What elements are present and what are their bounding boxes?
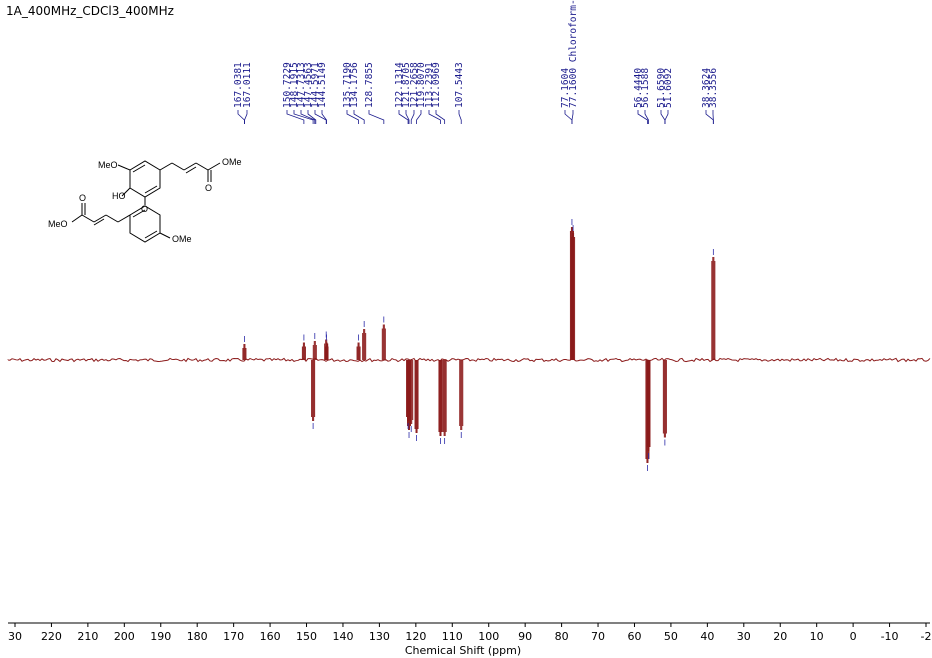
peak-label-connector	[637, 110, 648, 124]
peak-label-connector	[353, 110, 365, 124]
peak-label-connector	[237, 110, 245, 124]
peak-label: 112.0969	[431, 62, 442, 108]
peak-lines	[242, 227, 716, 463]
molecule-labels: MeO HO O OMe O OMe MeO O	[48, 157, 242, 244]
peak-label-connector	[398, 110, 409, 124]
peak-label-connector	[410, 110, 415, 124]
x-tick-label: 10	[810, 630, 824, 643]
x-tick-label: 70	[591, 630, 605, 643]
peak-label-connector	[705, 110, 714, 124]
x-tick-label: 160	[260, 630, 281, 643]
label-ome-ester-top: OMe	[222, 157, 242, 167]
peak-label-connector	[321, 110, 327, 124]
x-tick-label: 180	[187, 630, 208, 643]
peak-label: 77.1604	[560, 68, 571, 108]
peak-label: 38.3624	[701, 68, 712, 108]
molecule-structure	[71, 160, 221, 243]
x-tick-label: 100	[478, 630, 499, 643]
peak-label: 107.5443	[454, 62, 465, 108]
x-tick-label: 120	[405, 630, 426, 643]
x-tick-label: 140	[332, 630, 353, 643]
peak-label: 119.8070	[416, 62, 427, 108]
peak-label-connector	[571, 110, 574, 124]
x-tick-label: 110	[442, 630, 463, 643]
peak-label-connector	[368, 110, 385, 124]
x-tick-label: 80	[555, 630, 569, 643]
peak-label-connector	[660, 110, 666, 124]
peak-label: 51.6590	[656, 68, 667, 108]
x-tick-label: 90	[518, 630, 532, 643]
peak-label-connector	[293, 110, 314, 124]
peak-label: 134.1756	[349, 62, 360, 108]
x-tick-label: 210	[77, 630, 98, 643]
x-axis-title: Chemical Shift (ppm)	[405, 644, 521, 657]
peak-label: 144.5149	[317, 62, 328, 108]
x-tick-label: 130	[369, 630, 390, 643]
x-tick-label: 200	[114, 630, 135, 643]
spectrum-trace	[7, 357, 931, 363]
x-tick-label: -2	[921, 630, 932, 643]
peak-top-markers	[244, 219, 714, 471]
peak-label: 167.0381	[233, 62, 244, 108]
spectrum-title: 1A_400MHz_CDCl3_400MHz	[6, 4, 174, 18]
label-ome-ring: OMe	[172, 234, 192, 244]
peak-label-connector	[346, 110, 359, 124]
label-carbonyl-o-top: O	[205, 183, 212, 193]
x-tick-label: 30	[8, 630, 22, 643]
peak-label: 135.7190	[342, 62, 353, 108]
peak-label-connector	[286, 110, 305, 124]
x-tick-label: 190	[150, 630, 171, 643]
label-o-bridge: O	[141, 204, 148, 214]
peak-label-connector	[428, 110, 441, 124]
peak-label-connector	[307, 110, 317, 124]
x-tick-label: -10	[881, 630, 899, 643]
label-carbonyl-o-left: O	[79, 193, 86, 203]
peak-label-connector	[644, 110, 649, 124]
peak-label: 147.4563	[303, 62, 314, 108]
peak-label: 113.2391	[424, 62, 435, 108]
peak-label: 167.0111	[242, 62, 253, 108]
peak-label: 56.1588	[640, 68, 651, 108]
peak-label: 77.1600 Chloroform-d	[568, 0, 579, 108]
peak-label: 122.1314	[394, 62, 405, 108]
peak-label-connectors	[237, 110, 714, 124]
peak-label: 128.7855	[364, 62, 375, 108]
x-tick-label: 150	[296, 630, 317, 643]
peak-label: 148.1915	[289, 62, 300, 108]
x-tick-label: 30	[737, 630, 751, 643]
label-meo-top: MeO	[98, 160, 118, 170]
peak-label-connector	[405, 110, 410, 124]
peak-label: 56.4440	[633, 68, 644, 108]
x-tick-label: 0	[850, 630, 857, 643]
x-tick-label: 20	[773, 630, 787, 643]
x-tick-label: 50	[664, 630, 678, 643]
x-tick-label: 220	[41, 630, 62, 643]
peak-label: 38.3556	[708, 68, 719, 108]
peak-label-connector	[564, 110, 573, 124]
label-oh: HO	[112, 191, 126, 201]
peak-label: 121.2658	[409, 62, 420, 108]
peak-label-connector	[458, 110, 462, 124]
peak-label: 144.5971	[310, 62, 321, 108]
peak-label: 121.8705	[401, 62, 412, 108]
x-tick-label: 40	[700, 630, 714, 643]
x-tick-label: 170	[223, 630, 244, 643]
peak-label-connector	[435, 110, 446, 124]
peak-label-connector	[664, 110, 669, 124]
peak-label: 150.7229	[282, 62, 293, 108]
peak-label-connector	[244, 110, 248, 124]
peak-label: 147.7313	[296, 62, 307, 108]
label-meo-left: MeO	[48, 219, 68, 229]
x-axis-ticks: 30 220 210 200 190 180 170 160 150 140 130 120 110 10…	[8, 623, 931, 643]
peak-label-connector	[300, 110, 316, 124]
peak-label-connector	[416, 110, 422, 124]
molecule-ring-top	[129, 160, 161, 198]
peak-label: 51.6092	[663, 68, 674, 108]
x-tick-label: 60	[627, 630, 641, 643]
